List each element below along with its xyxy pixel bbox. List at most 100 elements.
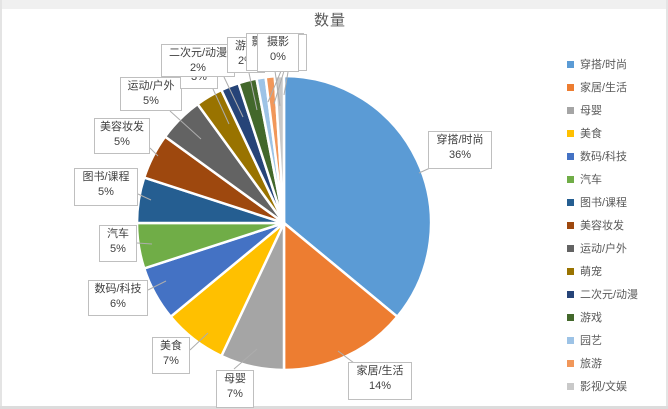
data-label-callout: 母婴 7% [216, 370, 254, 408]
legend-label: 数码/科技 [580, 151, 628, 163]
legend-swatch-icon [567, 267, 574, 275]
right-border-strip [666, 0, 668, 409]
leader-line [283, 71, 289, 96]
data-label-percent: 7% [227, 387, 243, 400]
leader-line [147, 280, 167, 291]
data-label-callout: 美食 7% [152, 337, 190, 374]
data-label-percent: 2% [190, 61, 206, 74]
data-label-callout: 图书/课程 5% [74, 168, 138, 206]
data-label-callout: 汽车 5% [99, 225, 137, 262]
data-label-percent: 14% [368, 379, 392, 392]
leader-line [212, 88, 230, 125]
leader-lines-group [136, 70, 431, 370]
data-label-percent: 0% [270, 50, 286, 63]
legend-swatch-icon [567, 221, 574, 229]
data-label-percent: 5% [110, 242, 126, 255]
legend-item: 美食 [567, 127, 638, 140]
legend-swatch-icon [567, 175, 574, 183]
leader-line [189, 332, 209, 351]
legend-item: 二次元/动漫 [567, 288, 639, 301]
data-label-category: 数码/科技 [94, 283, 142, 295]
pie-slice-1 [282, 74, 433, 318]
data-label-category: 图书/课程 [82, 171, 130, 183]
legend-swatch-icon [567, 60, 574, 68]
legend-label: 旅游 [580, 358, 602, 370]
legend-item: 影视/文娱 [567, 380, 638, 393]
legend-item: 家居/生活 [567, 81, 638, 94]
legend-item: 园艺 [567, 334, 638, 347]
legend-item: 运动/户外 [567, 242, 638, 255]
leader-line [267, 70, 282, 103]
data-label-category: 美食 [160, 340, 182, 352]
legend-swatch-icon [567, 382, 574, 390]
legend-item: 旅游 [567, 357, 638, 370]
legend-item: 图书/课程 [567, 196, 638, 209]
legend-label: 家居/生活 [580, 82, 628, 94]
data-label-percent: 5% [143, 94, 159, 107]
data-label-callout: 数码/科技 6% [88, 280, 148, 316]
leader-line [223, 76, 244, 118]
legend-swatch-icon [567, 83, 574, 91]
legend-swatch-icon [567, 359, 574, 367]
legend-swatch-icon [567, 198, 574, 206]
data-label-callout: 穿搭/时尚 36% [428, 131, 492, 169]
data-label-callout: 摄影 0% [257, 33, 299, 72]
leader-line [169, 110, 202, 140]
bottom-border-strip [0, 406, 668, 409]
data-label-category: 穿搭/时尚 [436, 134, 484, 146]
data-label-percent: 6% [110, 297, 126, 310]
legend-swatch-icon [567, 313, 574, 321]
legend-swatch-icon [567, 106, 574, 114]
left-border-strip [0, 0, 2, 409]
legend-label: 游戏 [580, 312, 602, 324]
leader-line [233, 348, 258, 370]
legend-item: 数码/科技 [567, 150, 638, 163]
legend-label: 运动/户外 [580, 243, 628, 255]
legend-item: 穿搭/时尚 [567, 58, 638, 71]
data-label-category: 母婴 [224, 373, 246, 385]
pie-slices-group [135, 74, 433, 372]
data-label-callout: 美容妆发 5% [94, 118, 150, 154]
legend-label: 美容妆发 [580, 220, 624, 232]
legend-item: 母婴 [567, 104, 638, 117]
legend-label: 汽车 [580, 174, 602, 186]
legend-label: 影视/文娱 [580, 381, 628, 393]
legend-label: 穿搭/时尚 [580, 59, 628, 71]
legend-item: 美容妆发 [567, 219, 638, 232]
leader-line [248, 72, 258, 111]
data-label-callout: 家居/生活 14% [348, 362, 412, 400]
legend-swatch-icon [567, 244, 574, 252]
data-label-callout: 二次元/动漫 2% [161, 44, 235, 77]
legend-label: 二次元/动漫 [580, 289, 639, 301]
leader-line [337, 350, 355, 364]
legend-swatch-icon [567, 290, 574, 298]
legend-label: 萌宠 [580, 266, 602, 278]
pie-slice-2 [282, 221, 399, 372]
legend-label: 园艺 [580, 335, 602, 347]
leader-line [273, 70, 285, 105]
top-border-strip [0, 0, 668, 9]
legend-item: 萌宠 [567, 265, 638, 278]
data-label-category: 摄影 [267, 36, 289, 48]
legend-item: 汽车 [567, 173, 638, 186]
chart-title: 数量 [313, 12, 346, 29]
data-label-percent: 5% [114, 135, 130, 148]
data-label-callout: 运动/户外 5% [120, 77, 182, 111]
chart-legend: 穿搭/时尚家居/生活母婴美食数码/科技汽车图书/课程美容妆发运动/户外萌宠二次元… [567, 58, 638, 403]
data-label-percent: 7% [163, 354, 179, 367]
legend-swatch-icon [567, 336, 574, 344]
data-label-category: 家居/生活 [356, 365, 404, 377]
leader-line [149, 147, 159, 157]
data-label-category: 美容妆发 [100, 121, 144, 133]
leader-line [137, 193, 152, 201]
legend-label: 图书/课程 [580, 197, 628, 209]
leader-line [274, 70, 281, 107]
legend-item: 游戏 [567, 311, 638, 324]
data-label-category: 汽车 [107, 228, 129, 240]
legend-label: 母婴 [580, 105, 602, 117]
data-label-percent: 5% [98, 185, 114, 198]
legend-swatch-icon [567, 152, 574, 160]
data-label-category: 运动/户外 [127, 80, 175, 92]
